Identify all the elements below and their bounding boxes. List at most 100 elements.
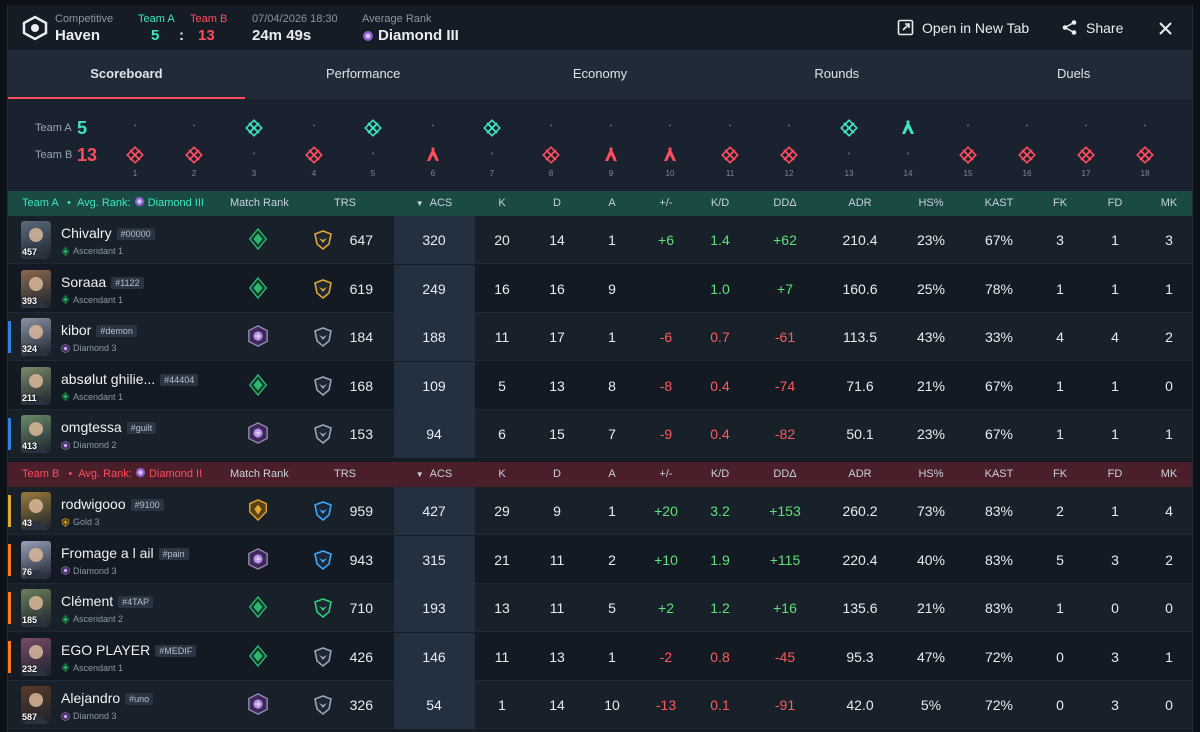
column-header-adr[interactable]: ADR <box>848 468 872 480</box>
player-rank-text: Diamond 2 <box>73 440 117 450</box>
column-header-dd[interactable]: DDΔ <box>773 197 797 209</box>
stat-k: 16 <box>494 280 510 297</box>
player-name[interactable]: omgtessa #guilt <box>61 419 157 435</box>
rank-icon <box>61 614 70 624</box>
stat-adr: 42.0 <box>846 697 874 713</box>
player-name[interactable]: absølut ghilie... #44404 <box>61 371 199 387</box>
player-name[interactable]: kibor #demon <box>61 322 137 338</box>
stat-kast: 67% <box>984 232 1014 248</box>
column-header-acs[interactable]: ▼ ACS <box>404 191 464 216</box>
stat-pm: -9 <box>659 426 673 442</box>
player-name[interactable]: Alejandro #uno <box>61 690 154 706</box>
player-row[interactable]: 393 Soraaa #1122 Ascendant 1 619 249 16 16 9 1.0 +… <box>8 264 1192 313</box>
player-row[interactable]: 232 EGO PLAYER #MEDIF Ascendant 1 426 146 11 13… <box>8 632 1192 681</box>
tab-scoreboard[interactable]: Scoreboard <box>8 50 245 99</box>
stat-acs: 146 <box>422 648 446 665</box>
column-header-fd[interactable]: FD <box>1107 197 1123 209</box>
timeline-team-b-label: Team B <box>35 149 73 161</box>
player-rank: Diamond 3 <box>61 711 117 721</box>
account-level: 457 <box>22 247 38 257</box>
stat-k: 1 <box>498 697 506 713</box>
column-header-match-rank[interactable]: Match Rank <box>230 468 289 480</box>
player-row[interactable]: 185 Clément #4TAP Ascendant 2 710 193 13 11 5 +2 1… <box>8 584 1192 632</box>
player-row[interactable]: 413 omgtessa #guilt Diamond 2 153 94 6 15 7 -9 0.4… <box>8 410 1192 458</box>
player-name[interactable]: rodwigooo #9100 <box>61 496 164 512</box>
stat-fk: 4 <box>1056 329 1064 345</box>
open-new-tab-button[interactable]: Open in New Tab <box>897 19 1029 36</box>
round-empty-marker: • <box>847 149 851 158</box>
player-row[interactable]: 43 rodwigooo #9100 Gold 3 959 427 29 9 1 +20 3.2 +1… <box>8 487 1192 535</box>
player-row[interactable]: 457 Chivalry #00000 Ascendant 1 647 320 20 14 1 +… <box>8 216 1192 264</box>
stat-acs: 193 <box>422 600 446 616</box>
column-header-kast[interactable]: KAST <box>984 197 1014 209</box>
stat-dd: -61 <box>774 329 796 345</box>
share-button[interactable]: Share <box>1061 19 1123 36</box>
round-empty-marker: • <box>966 121 970 130</box>
stat-dd: +115 <box>769 551 801 568</box>
column-header-dd[interactable]: DDΔ <box>773 468 797 480</box>
column-header-kd[interactable]: K/D <box>710 468 730 480</box>
stat-fk: 1 <box>1056 426 1064 442</box>
column-header-mk[interactable]: MK <box>1160 468 1178 480</box>
column-header-kast[interactable]: KAST <box>984 468 1014 480</box>
stat-hs: 40% <box>916 551 946 568</box>
tab-economy[interactable]: Economy <box>572 66 628 81</box>
stat-a: 7 <box>608 426 616 442</box>
avg-rank-value: Diamond II <box>148 468 203 480</box>
player-row[interactable]: 211 absølut ghilie... #44404 Ascendant 1 168… <box>8 361 1192 410</box>
stat-d: 13 <box>549 648 565 665</box>
column-header-a[interactable]: A <box>608 468 616 480</box>
stat-mk: 0 <box>1165 697 1173 713</box>
column-header-fd[interactable]: FD <box>1107 468 1123 480</box>
column-header-a[interactable]: A <box>608 197 616 209</box>
player-row[interactable]: 587 Alejandro #uno Diamond 3 326 54 1 14 10 -13 0.… <box>8 681 1192 729</box>
acs-highlight <box>394 410 475 458</box>
stat-pm: +6 <box>658 232 674 248</box>
stat-hs: 23% <box>916 232 946 248</box>
player-name[interactable]: Chivalry #00000 <box>61 225 155 241</box>
stat-k: 20 <box>494 232 510 248</box>
player-name[interactable]: EGO PLAYER #MEDIF <box>61 642 197 658</box>
tab-duels[interactable]: Duels <box>1056 66 1091 81</box>
column-header-trs[interactable]: TRS <box>334 468 356 480</box>
close-icon[interactable] <box>1159 22 1172 35</box>
stat-adr: 95.3 <box>846 648 874 665</box>
round-empty-marker: • <box>192 121 196 130</box>
column-header-fk[interactable]: FK <box>1052 197 1068 209</box>
column-header-match-rank[interactable]: Match Rank <box>230 197 289 209</box>
player-row[interactable]: 324 kibor #demon Diamond 3 184 188 11 17 1 -6 0.7 -… <box>8 313 1192 361</box>
tab-performance[interactable]: Performance <box>325 66 401 81</box>
column-header-mk[interactable]: MK <box>1160 197 1178 209</box>
stat-d: 16 <box>549 280 565 297</box>
column-header-k[interactable]: K <box>498 197 506 209</box>
column-header-hs[interactable]: HS% <box>918 197 944 209</box>
player-row[interactable]: 76 Fromage a l ail #pain Diamond 3 943 315 21 1… <box>8 535 1192 584</box>
stat-fd: 3 <box>1111 697 1119 713</box>
round-empty-marker: • <box>431 121 435 130</box>
stat-mk: 1 <box>1165 280 1173 297</box>
column-header-kd[interactable]: K/D <box>710 197 730 209</box>
score-separator: : <box>179 27 184 44</box>
column-header-pm[interactable]: +/- <box>659 197 673 209</box>
player-name[interactable]: Clément #4TAP <box>61 593 153 609</box>
tab-rounds[interactable]: Rounds <box>814 66 860 81</box>
stat-a: 2 <box>608 551 616 568</box>
stat-acs: 315 <box>422 551 446 568</box>
average-rank-label: Average Rank <box>362 13 432 25</box>
stat-kd: 0.1 <box>710 697 730 713</box>
column-header-k[interactable]: K <box>498 468 506 480</box>
stat-kd: 1.4 <box>710 232 730 248</box>
player-tag: #MEDIF <box>155 644 197 657</box>
column-header-fk[interactable]: FK <box>1052 468 1068 480</box>
agent-avatar <box>21 540 51 579</box>
column-header-d[interactable]: D <box>553 197 561 209</box>
column-header-pm[interactable]: +/- <box>659 468 673 480</box>
column-header-d[interactable]: D <box>553 468 561 480</box>
player-name[interactable]: Soraaa #1122 <box>61 274 144 290</box>
column-header-trs[interactable]: TRS <box>334 197 356 209</box>
column-header-hs[interactable]: HS% <box>918 468 944 480</box>
column-header-adr[interactable]: ADR <box>848 197 872 209</box>
column-header-acs[interactable]: ▼ ACS <box>404 462 464 487</box>
round-empty-marker: • <box>133 121 137 130</box>
player-name[interactable]: Fromage a l ail #pain <box>61 545 189 561</box>
